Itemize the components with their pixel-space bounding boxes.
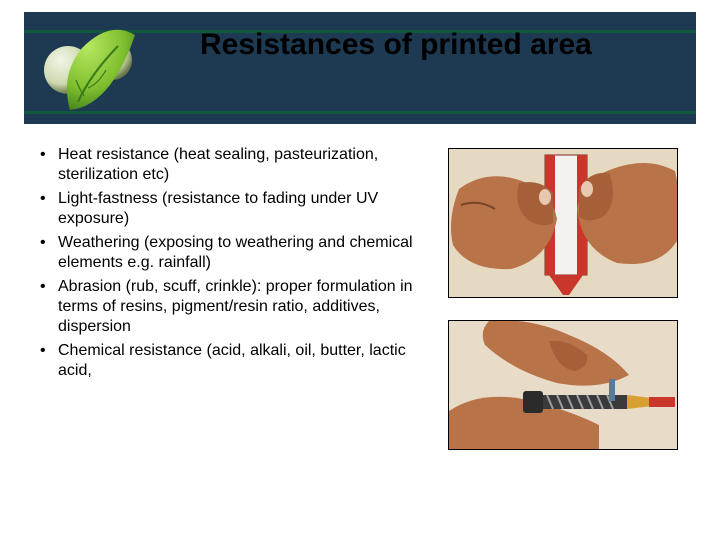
header-leaf-icon [40, 20, 150, 120]
slide-title: Resistances of printed area [200, 28, 680, 63]
image-column [448, 148, 678, 450]
bullet-list-region: Heat resistance (heat sealing, pasteuriz… [36, 145, 420, 385]
list-item: Light-fastness (resistance to fading und… [36, 189, 420, 229]
list-item: Heat resistance (heat sealing, pasteuriz… [36, 145, 420, 185]
list-item: Chemical resistance (acid, alkali, oil, … [36, 341, 420, 381]
image-hands-tube [448, 148, 678, 298]
bullet-list: Heat resistance (heat sealing, pasteuriz… [36, 145, 420, 381]
list-item: Abrasion (rub, scuff, crinkle): proper f… [36, 277, 420, 337]
image-hands-tool [448, 320, 678, 450]
list-item: Weathering (exposing to weathering and c… [36, 233, 420, 273]
